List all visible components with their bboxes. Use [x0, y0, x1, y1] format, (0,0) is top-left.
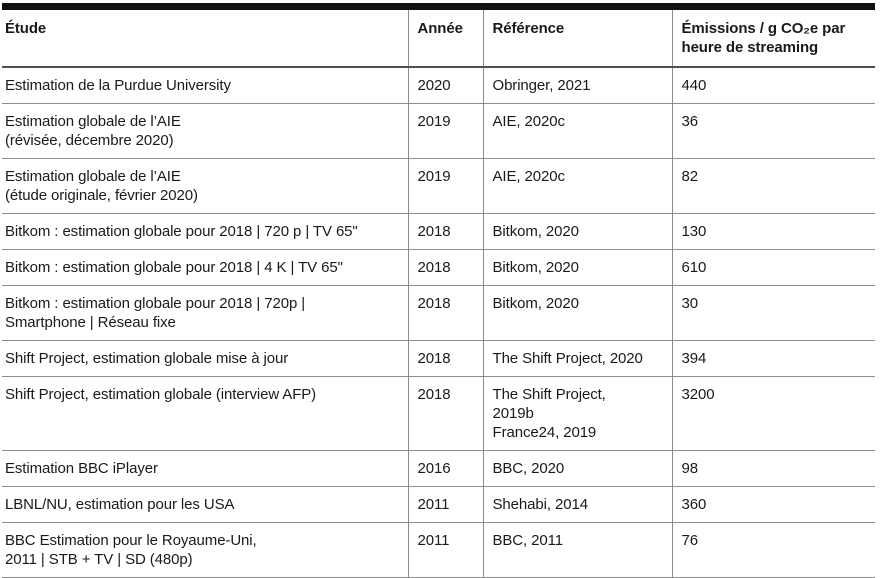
reference-cell: Shehabi, 2014 [483, 486, 673, 523]
annee-cell: 2011 [408, 522, 484, 578]
table-row: Estimation de la Purdue University 2020 … [2, 67, 875, 104]
emissions-cell: 30 [672, 285, 875, 341]
reference-cell: Obringer, 2021 [483, 67, 673, 104]
emissions-cell: 360 [672, 486, 875, 523]
annee-cell: 2018 [408, 249, 484, 286]
etude-cell: BBC Estimation pour le Royaume-Uni, 2011… [2, 522, 409, 578]
etude-cell: Bitkom : estimation globale pour 2018 | … [2, 213, 409, 250]
annee-cell: 2011 [408, 486, 484, 523]
emissions-table-container: Étude Année Référence Émissions / g CO₂e… [2, 3, 875, 578]
reference-cell: BBC, 2011 [483, 522, 673, 578]
emissions-cell: 130 [672, 213, 875, 250]
header-row: Étude Année Référence Émissions / g CO₂e… [2, 10, 875, 68]
column-header-etude: Étude [2, 10, 409, 68]
annee-cell: 2018 [408, 285, 484, 341]
etude-cell: Estimation de la Purdue University [2, 67, 409, 104]
reference-cell: Bitkom, 2020 [483, 285, 673, 341]
etude-cell: Estimation globale de l’AIE (étude origi… [2, 158, 409, 214]
table-row: Bitkom : estimation globale pour 2018 | … [2, 285, 875, 341]
reference-cell: The Shift Project, 2020 [483, 340, 673, 377]
annee-cell: 2016 [408, 450, 484, 487]
table-row: LBNL/NU, estimation pour les USA 2011 Sh… [2, 486, 875, 523]
etude-cell: Estimation globale de l’AIE (révisée, dé… [2, 103, 409, 159]
column-header-annee: Année [408, 10, 484, 68]
annee-cell: 2018 [408, 213, 484, 250]
annee-cell: 2020 [408, 67, 484, 104]
annee-cell: 2018 [408, 376, 484, 451]
etude-cell: Bitkom : estimation globale pour 2018 | … [2, 249, 409, 286]
emissions-cell: 394 [672, 340, 875, 377]
emissions-table: Étude Année Référence Émissions / g CO₂e… [2, 10, 875, 578]
reference-cell: AIE, 2020c [483, 158, 673, 214]
reference-cell: Bitkom, 2020 [483, 213, 673, 250]
emissions-cell: 76 [672, 522, 875, 578]
emissions-cell: 3200 [672, 376, 875, 451]
table-row: Estimation globale de l’AIE (étude origi… [2, 158, 875, 214]
reference-cell: The Shift Project, 2019b France24, 2019 [483, 376, 673, 451]
table-row: Estimation globale de l’AIE (révisée, dé… [2, 103, 875, 159]
etude-cell: Estimation BBC iPlayer [2, 450, 409, 487]
table-row: BBC Estimation pour le Royaume-Uni, 2011… [2, 522, 875, 578]
etude-cell: Shift Project, estimation globale mise à… [2, 340, 409, 377]
table-top-rule [2, 3, 875, 10]
table-row: Estimation BBC iPlayer 2016 BBC, 2020 98 [2, 450, 875, 487]
table-row: Shift Project, estimation globale (inter… [2, 376, 875, 451]
table-row: Bitkom : estimation globale pour 2018 | … [2, 249, 875, 286]
reference-cell: AIE, 2020c [483, 103, 673, 159]
column-header-reference: Référence [483, 10, 673, 68]
column-header-emissions: Émissions / g CO₂e par heure de streamin… [672, 10, 875, 68]
emissions-cell: 82 [672, 158, 875, 214]
reference-cell: BBC, 2020 [483, 450, 673, 487]
emissions-cell: 36 [672, 103, 875, 159]
etude-cell: Bitkom : estimation globale pour 2018 | … [2, 285, 409, 341]
table-row: Bitkom : estimation globale pour 2018 | … [2, 213, 875, 250]
etude-cell: LBNL/NU, estimation pour les USA [2, 486, 409, 523]
etude-cell: Shift Project, estimation globale (inter… [2, 376, 409, 451]
annee-cell: 2018 [408, 340, 484, 377]
annee-cell: 2019 [408, 158, 484, 214]
table-row: Shift Project, estimation globale mise à… [2, 340, 875, 377]
reference-cell: Bitkom, 2020 [483, 249, 673, 286]
emissions-cell: 440 [672, 67, 875, 104]
emissions-cell: 610 [672, 249, 875, 286]
emissions-cell: 98 [672, 450, 875, 487]
annee-cell: 2019 [408, 103, 484, 159]
